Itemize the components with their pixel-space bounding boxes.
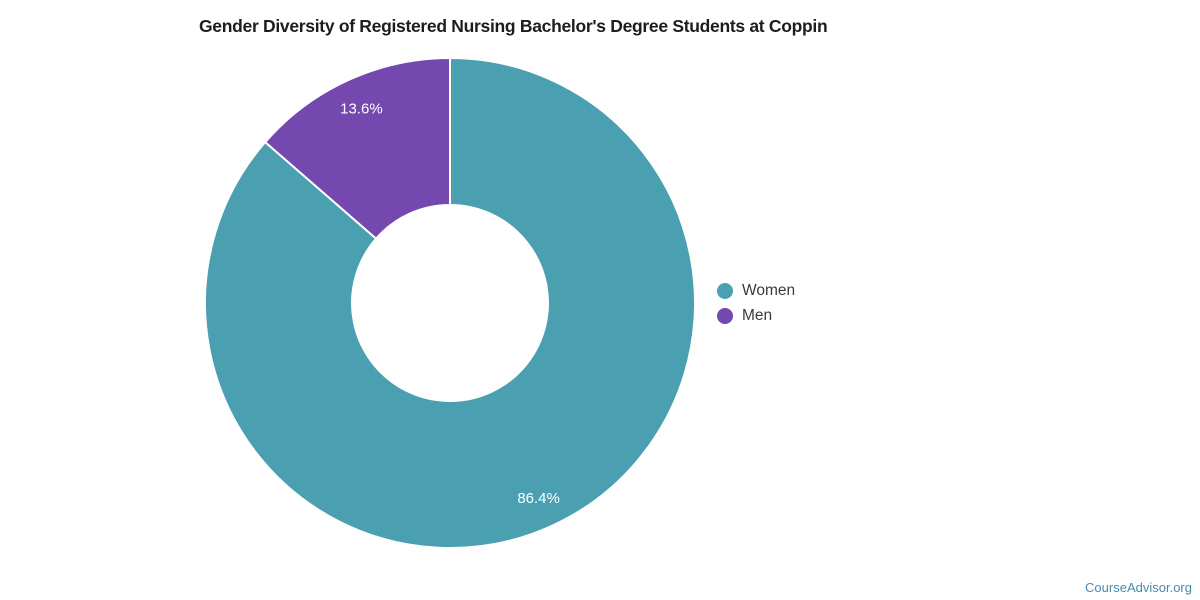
legend: Women Men	[717, 280, 795, 327]
attribution-link[interactable]: CourseAdvisor.org	[1085, 580, 1192, 595]
chart-title: Gender Diversity of Registered Nursing B…	[199, 16, 828, 36]
legend-item-men[interactable]: Men	[717, 305, 795, 327]
pie-slice-men[interactable]	[264, 57, 451, 240]
pie-slice-women[interactable]	[204, 57, 696, 549]
slice-label-men: 13.6%	[340, 101, 383, 118]
legend-swatch-women-icon	[717, 283, 733, 299]
legend-label-men: Men	[742, 307, 773, 325]
slice-label-women: 86.4%	[517, 490, 560, 507]
legend-item-women[interactable]: Women	[717, 280, 795, 302]
legend-swatch-men-icon	[717, 308, 733, 324]
legend-label-women: Women	[742, 282, 796, 300]
